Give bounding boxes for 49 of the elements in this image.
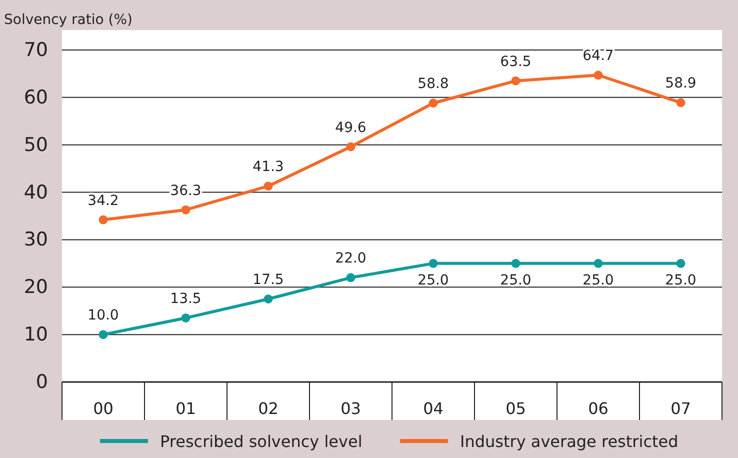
x-tick-label: 00 xyxy=(93,399,114,418)
y-tick-label: 20 xyxy=(24,276,48,298)
y-tick-label: 60 xyxy=(24,86,48,108)
point xyxy=(346,273,356,282)
x-tick-label: 04 xyxy=(423,399,444,418)
point xyxy=(264,294,273,304)
data-label: 25.0 xyxy=(582,272,614,288)
data-label: 25.0 xyxy=(665,272,696,288)
x-tick-label: 03 xyxy=(340,399,361,418)
point xyxy=(676,98,686,108)
x-tick-label: 01 xyxy=(176,399,196,418)
y-tick-label: 0 xyxy=(36,371,48,393)
point xyxy=(594,258,603,268)
point xyxy=(594,70,603,80)
data-label: 13.5 xyxy=(170,290,202,307)
x-tick-label: 07 xyxy=(670,399,691,418)
x-tick-label: 06 xyxy=(588,399,608,418)
x-tick-label: 05 xyxy=(506,399,526,418)
point xyxy=(676,258,686,268)
data-label: 58.9 xyxy=(665,76,696,92)
point xyxy=(428,258,438,268)
y-tick-label: 70 xyxy=(24,39,48,61)
legend-label: Industry average restricted xyxy=(460,432,678,451)
point xyxy=(98,330,108,340)
y-tick-label: 50 xyxy=(24,134,48,156)
y-axis-title: Solvency ratio (%) xyxy=(4,12,133,28)
data-label: 41.3 xyxy=(252,159,284,176)
data-label: 22.0 xyxy=(335,250,366,267)
y-tick-label: 10 xyxy=(24,324,48,346)
data-label: 10.0 xyxy=(88,308,119,324)
point xyxy=(346,142,356,152)
data-label: 63.5 xyxy=(500,54,532,70)
data-label: 25.0 xyxy=(500,272,532,288)
point xyxy=(181,205,190,214)
data-label: 34.2 xyxy=(88,192,119,209)
point xyxy=(98,215,108,224)
x-tick-label: 02 xyxy=(258,399,278,418)
point xyxy=(264,182,273,191)
y-tick-label: 30 xyxy=(24,228,48,251)
point xyxy=(428,98,438,108)
data-label: 49.6 xyxy=(335,120,366,136)
data-label: 58.8 xyxy=(418,76,449,92)
data-label: 17.5 xyxy=(252,272,284,288)
legend-label: Prescribed solvency level xyxy=(160,432,362,451)
data-label: 25.0 xyxy=(418,272,449,288)
point xyxy=(511,76,520,86)
y-tick-label: 40 xyxy=(24,181,48,204)
point xyxy=(181,313,190,322)
point xyxy=(511,258,520,268)
